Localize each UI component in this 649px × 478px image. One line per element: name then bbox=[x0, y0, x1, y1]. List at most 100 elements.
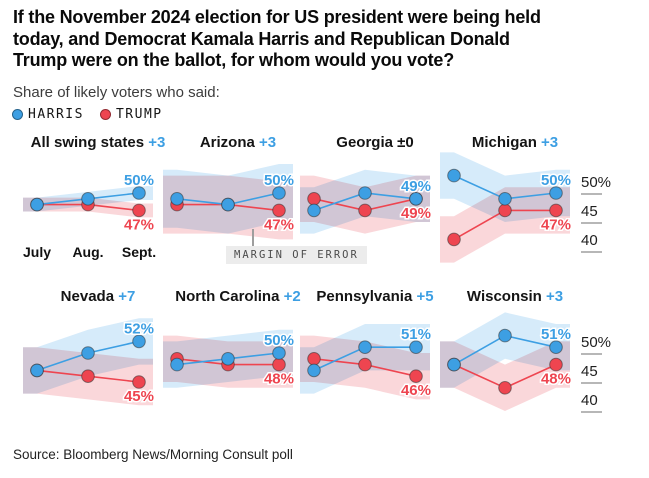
harris-point bbox=[447, 168, 461, 183]
panel-state-name: Pennsylvania bbox=[316, 288, 417, 305]
trump-point bbox=[549, 357, 563, 372]
panel-state-name: Georgia bbox=[336, 134, 398, 151]
panel-title-north-carolina: North Carolina +2 bbox=[153, 288, 323, 305]
trump-point bbox=[132, 375, 146, 389]
panel-margin-badge: +3 bbox=[541, 134, 559, 151]
panel-title-all-swing-states: All swing states +3 bbox=[13, 134, 183, 151]
y-axis-tick-label-row1: 45 bbox=[581, 203, 598, 220]
harris-point bbox=[170, 192, 184, 206]
panel-title-georgia: Georgia ±0 bbox=[290, 134, 460, 151]
y-axis-tick-dash bbox=[581, 193, 602, 195]
panel-title-nevada: Nevada +7 bbox=[13, 288, 183, 305]
trump-legend-dot-icon bbox=[99, 109, 111, 120]
harris-point bbox=[409, 192, 423, 206]
chart-panel-georgia: 49% 49% bbox=[300, 169, 433, 234]
trump-point bbox=[358, 357, 372, 372]
harris-end-label: 51% bbox=[401, 326, 431, 343]
harris-point bbox=[358, 186, 372, 200]
harris-point bbox=[132, 334, 146, 349]
page-title-line-1: If the November 2024 election for US pre… bbox=[13, 7, 541, 27]
harris-point bbox=[447, 357, 461, 372]
trump-point bbox=[549, 203, 563, 218]
harris-point bbox=[81, 192, 95, 206]
y-axis-tick-dash bbox=[581, 222, 602, 224]
chart-panel-north-carolina: 50% 48% bbox=[163, 329, 296, 389]
panel-margin-badge: +3 bbox=[148, 134, 166, 151]
harris-point bbox=[498, 192, 512, 206]
panel-title-arizona: Arizona +3 bbox=[153, 134, 323, 151]
moe-callout-line bbox=[252, 229, 254, 246]
trump-point bbox=[132, 203, 146, 218]
y-axis-tick-dash bbox=[581, 382, 602, 384]
trump-end-label: 45% bbox=[124, 388, 154, 405]
trump-point bbox=[272, 203, 286, 218]
harris-end-label: 50% bbox=[124, 172, 154, 189]
harris-point bbox=[409, 340, 423, 355]
chart-panel-arizona: 50% 47% bbox=[163, 164, 296, 240]
y-axis-tick-label-row2: 50% bbox=[581, 334, 612, 351]
x-axis-label-july: July bbox=[22, 244, 51, 260]
chart-panel-all-swing-states: 50% 47% bbox=[23, 171, 156, 235]
harris-legend-dot-icon bbox=[12, 109, 23, 120]
page-title: If the November 2024 election for US pre… bbox=[13, 7, 541, 72]
trump-legend-label: TRUMP bbox=[115, 107, 163, 122]
harris-point bbox=[221, 352, 235, 366]
harris-end-label: 52% bbox=[124, 320, 154, 337]
x-axis-label-sept-: Sept. bbox=[121, 244, 157, 260]
harris-end-label: 50% bbox=[264, 172, 294, 189]
page-title-line-3: Trump were on the ballot, for whom would… bbox=[13, 50, 455, 70]
panel-state-name: Arizona bbox=[199, 134, 260, 151]
harris-point bbox=[549, 186, 563, 200]
harris-point bbox=[272, 346, 286, 360]
trump-moe-band bbox=[440, 187, 570, 263]
chart-panel-nevada: 52% 45% bbox=[23, 318, 156, 407]
y-axis-tick-label-row1: 40 bbox=[581, 232, 598, 249]
trump-end-label: 46% bbox=[401, 382, 431, 399]
trump-point bbox=[272, 357, 286, 372]
trump-end-label: 47% bbox=[124, 216, 154, 233]
trump-point bbox=[81, 369, 95, 383]
harris-end-label: 50% bbox=[264, 332, 294, 349]
harris-legend-label: HARRIS bbox=[28, 107, 84, 122]
panel-margin-badge: ±0 bbox=[397, 134, 414, 151]
harris-point bbox=[132, 186, 146, 200]
panel-title-pennsylvania: Pennsylvania +5 bbox=[290, 288, 460, 305]
y-axis-tick-dash bbox=[581, 411, 602, 413]
trump-point bbox=[498, 381, 512, 395]
harris-point bbox=[272, 186, 286, 200]
harris-end-label: 51% bbox=[541, 326, 571, 343]
chart-panel-pennsylvania: 51% 46% bbox=[300, 324, 433, 401]
trump-point bbox=[498, 203, 512, 218]
y-axis-tick-dash bbox=[581, 251, 602, 253]
panel-state-name: Michigan bbox=[471, 134, 542, 151]
trump-point bbox=[307, 352, 321, 366]
source-note: Source: Bloomberg News/Morning Consult p… bbox=[13, 447, 293, 462]
harris-point bbox=[307, 363, 321, 378]
chart-panel-wisconsin: 51% 48% bbox=[440, 312, 573, 411]
panel-state-name: North Carolina bbox=[175, 288, 284, 305]
page-title-line-2: today, and Democrat Kamala Harris and Re… bbox=[13, 28, 510, 49]
trump-point bbox=[307, 192, 321, 206]
moe-callout-label: MARGIN OF ERROR bbox=[226, 246, 367, 264]
panel-margin-badge: +5 bbox=[416, 288, 434, 305]
harris-point bbox=[498, 328, 512, 343]
harris-point bbox=[307, 203, 321, 218]
harris-point bbox=[170, 357, 184, 372]
panel-state-name: Nevada bbox=[60, 288, 119, 305]
legend-item-harris: HARRIS bbox=[12, 107, 84, 122]
harris-point bbox=[81, 346, 95, 360]
chart-subtitle: Share of likely voters who said: bbox=[13, 84, 220, 101]
x-axis-label-aug-: Aug. bbox=[72, 244, 104, 260]
trump-point bbox=[358, 203, 372, 218]
trump-end-label: 49% bbox=[401, 205, 431, 222]
panel-state-name: Wisconsin bbox=[466, 288, 546, 305]
trump-end-label: 48% bbox=[264, 371, 294, 388]
panel-margin-badge: +3 bbox=[259, 134, 277, 151]
panel-title-wisconsin: Wisconsin +3 bbox=[430, 288, 600, 305]
trump-point bbox=[447, 232, 461, 247]
harris-point bbox=[221, 197, 235, 212]
harris-end-label: 50% bbox=[541, 172, 571, 189]
trump-end-label: 47% bbox=[541, 216, 571, 233]
harris-point bbox=[30, 363, 44, 378]
